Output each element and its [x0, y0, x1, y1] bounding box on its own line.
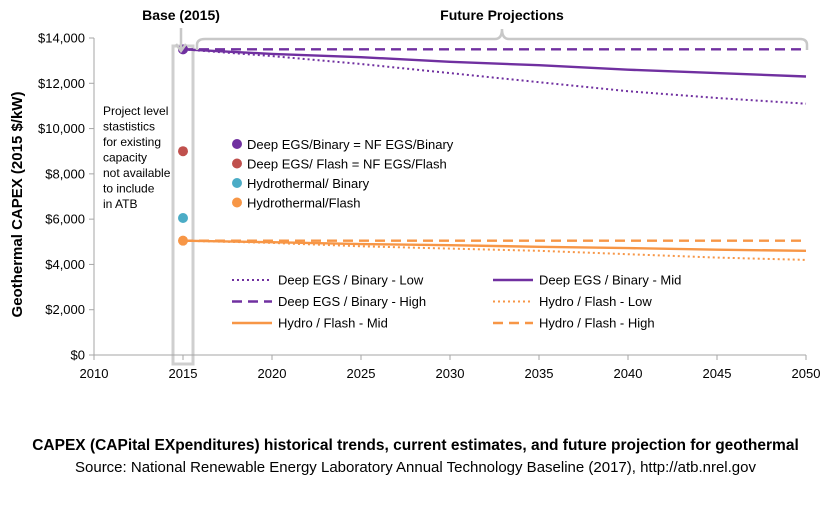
note-text-line: not available: [103, 166, 171, 180]
x-tick-label: 2030: [436, 366, 465, 381]
note-text-line: in ATB: [103, 197, 137, 211]
series-line-deep-egs-binary-mid: [182, 48, 807, 78]
figure-caption-title: CAPEX (CAPital EXpenditures) historical …: [32, 437, 799, 454]
legend-series-label: Deep EGS / Binary - Low: [278, 273, 424, 288]
x-tick-label: 2040: [614, 366, 643, 381]
point-hydrothermal-flash: [178, 235, 188, 246]
legend-series-label: Hydro / Flash - Mid: [278, 316, 388, 331]
point-hydrothermal-binary: [178, 213, 188, 224]
legend-series-label: Deep EGS / Binary - Mid: [539, 273, 681, 288]
point-deep-egs-flash-nf-egs-flash: [178, 146, 188, 157]
note-text-line: to include: [103, 182, 155, 196]
chart: $0 $2,000 $4,000 $6,000 $8,000 $10,000 $12,000…: [9, 7, 821, 381]
y-tick-label: $0: [71, 348, 85, 363]
y-tick-label: $14,000: [38, 31, 85, 46]
future-projections-bracket: [195, 28, 809, 50]
legend-series-label: Hydro / Flash - Low: [539, 294, 652, 309]
x-tick-label: 2045: [703, 366, 732, 381]
y-tick-label: $4,000: [45, 257, 85, 272]
legend-point-label: Deep EGS/Binary = NF EGS/Binary: [247, 137, 454, 152]
legend-point-marker: [232, 158, 242, 169]
y-tick-label: $8,000: [45, 166, 85, 181]
y-axis-title: Geothermal CAPEX (2015 $/kW): [9, 92, 26, 318]
legend-series-label: Hydro / Flash - High: [539, 316, 655, 331]
x-tick-label: 2035: [525, 366, 554, 381]
x-tick-label: 2020: [258, 366, 287, 381]
series-line-deep-egs-binary-low: [182, 48, 807, 105]
x-tick-label: 2050: [792, 366, 821, 381]
legend-series-label: Deep EGS / Binary - High: [278, 294, 426, 309]
base-year-arrow: [174, 28, 188, 54]
note-text-line: stastistics: [103, 120, 155, 134]
legend-point-marker: [232, 197, 242, 208]
base-year-label: Base (2015): [142, 7, 220, 23]
base-year-box: [171, 44, 195, 366]
x-tick-label: 2010: [80, 366, 109, 381]
note-text-line: for existing: [103, 135, 161, 149]
y-tick-label: $10,000: [38, 121, 85, 136]
legend-point-marker: [232, 139, 242, 149]
figure-caption-source: Source: National Renewable Energy Labora…: [75, 459, 756, 476]
legend-point-label: Hydrothermal/ Binary: [247, 176, 370, 191]
legend-point-label: Deep EGS/ Flash = NF EGS/Flash: [247, 157, 447, 172]
y-tick-label: $12,000: [38, 76, 85, 91]
x-tick-label: 2025: [347, 366, 376, 381]
series-line-hydro-flash-mid: [182, 239, 807, 252]
note-text-line: capacity: [103, 151, 147, 165]
y-tick-label: $6,000: [45, 212, 85, 227]
x-tick-label: 2015: [169, 366, 198, 381]
series-line-hydro-flash-low: [182, 239, 807, 261]
y-tick-label: $2,000: [45, 302, 85, 317]
note-text-line: Project level: [103, 104, 168, 118]
legend-point-label: Hydrothermal/Flash: [247, 196, 360, 211]
legend-point-marker: [232, 178, 242, 188]
future-projections-label: Future Projections: [440, 7, 564, 23]
